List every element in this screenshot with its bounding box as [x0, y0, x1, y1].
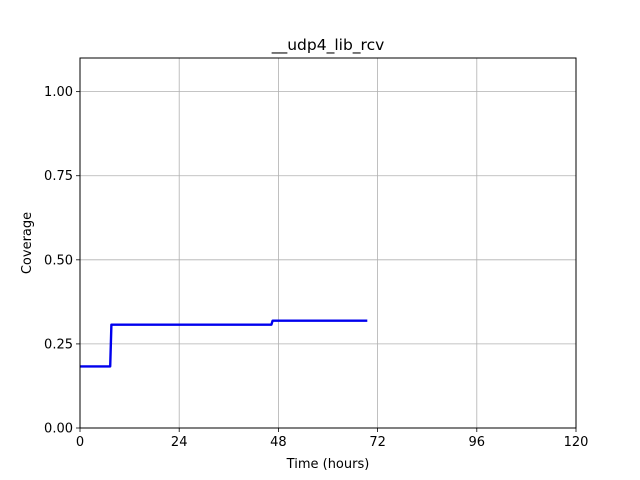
x-axis-label: Time (hours)	[286, 457, 370, 472]
x-tick-label: 0	[76, 435, 84, 450]
x-tick-label: 96	[469, 435, 486, 450]
x-tick-label: 72	[369, 435, 386, 450]
grid	[79, 58, 577, 429]
x-tick-label: 48	[270, 435, 287, 450]
y-tick-label: 0.50	[44, 253, 73, 268]
x-tick-label: 24	[171, 435, 188, 450]
y-tick-label: 0.25	[44, 337, 73, 352]
ticks: 0 24 48 72 96 120 0.00 0.25 0.50 0.75 1.00	[44, 85, 588, 450]
coverage-series-line	[80, 319, 368, 368]
chart-title: __udp4_lib_rcv	[271, 36, 385, 55]
plot-frame	[79, 57, 577, 429]
series-layer	[80, 319, 368, 368]
x-tick-label: 120	[564, 435, 589, 450]
y-tick-label: 1.00	[44, 85, 73, 100]
y-tick-label: 0.75	[44, 169, 73, 184]
y-axis-label: Coverage	[20, 212, 35, 274]
y-tick-label: 0.00	[44, 422, 73, 437]
